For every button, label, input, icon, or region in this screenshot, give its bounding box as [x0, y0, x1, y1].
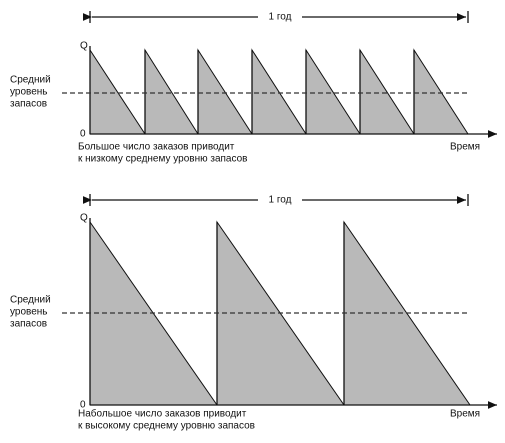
- period-label: 1 год: [269, 12, 292, 23]
- average-label: Средний: [10, 75, 51, 86]
- caption: Набольшое число заказов приводит: [78, 408, 247, 420]
- inventory-cycle: [413, 48, 469, 135]
- average-label: Средний: [10, 295, 51, 306]
- inventory-cycle: [251, 48, 307, 135]
- period-bg: [258, 10, 302, 24]
- x-axis-label: Время: [450, 409, 480, 420]
- average-label: запасов: [10, 99, 47, 110]
- average-label: уровень: [10, 307, 48, 318]
- average-label: запасов: [10, 319, 47, 330]
- average-label: уровень: [10, 87, 48, 98]
- period-bg: [258, 193, 302, 207]
- inventory-cycle: [359, 48, 415, 135]
- x-axis-label: Время: [450, 142, 480, 153]
- inventory-cycle: [144, 48, 199, 135]
- period-label: 1 год: [269, 195, 292, 206]
- q-label: Q: [80, 41, 88, 52]
- inventory-cycle: [89, 48, 146, 135]
- zero-label: 0: [80, 129, 86, 140]
- q-label: Q: [80, 213, 88, 224]
- caption: к высокому среднему уровню запасов: [78, 421, 255, 432]
- zero-label: 0: [80, 400, 86, 411]
- caption: Большое число заказов приводит: [78, 142, 235, 153]
- inventory-cycle: [305, 48, 361, 135]
- inventory-cycle: [197, 48, 253, 135]
- caption: к низкому среднему уровню запасов: [78, 154, 247, 165]
